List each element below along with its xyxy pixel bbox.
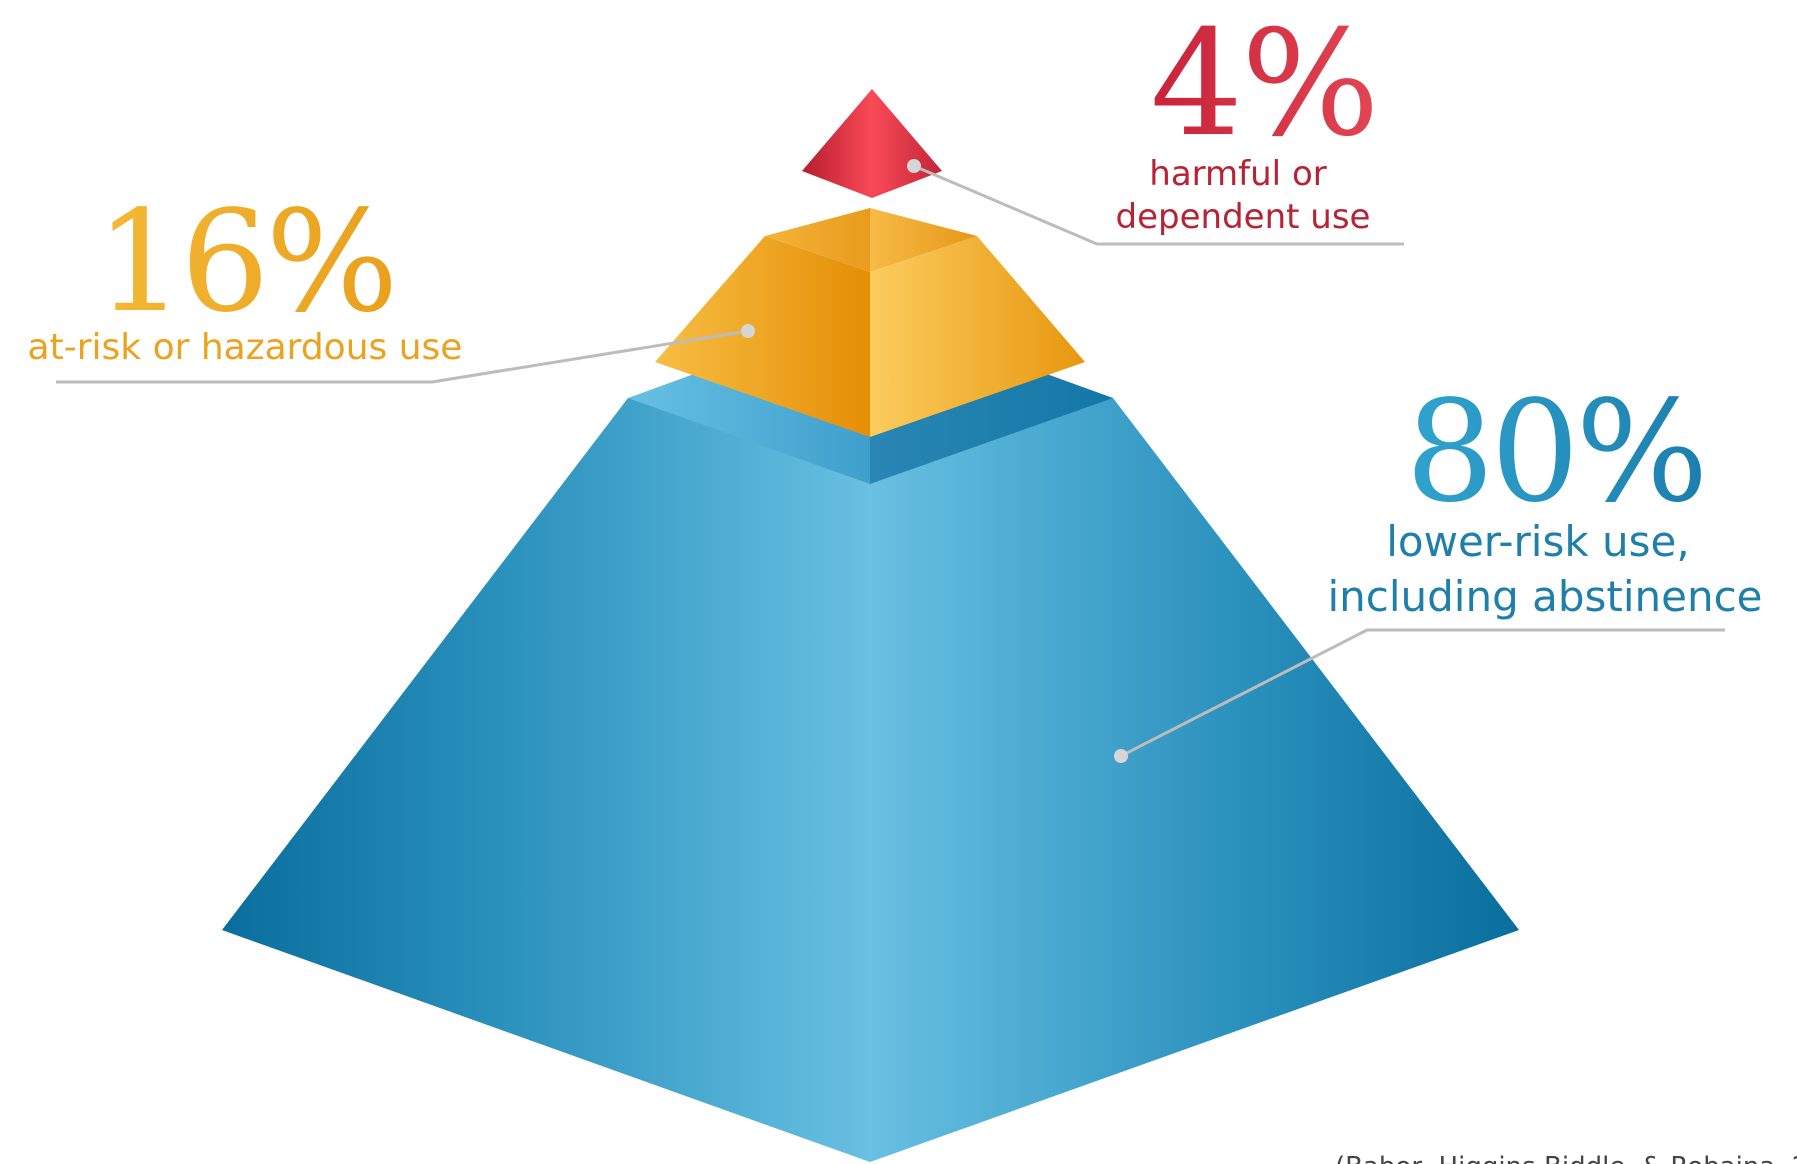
lower-risk-label-line1: lower-risk use, bbox=[1386, 517, 1689, 566]
tier-lower-risk bbox=[222, 310, 1519, 1162]
leader-line-hazardous bbox=[56, 329, 749, 384]
tier-hazardous bbox=[655, 208, 1085, 437]
harmful-label-line2: dependent use bbox=[1116, 197, 1371, 237]
harmful-percent: 4% bbox=[1150, 0, 1378, 169]
tier-harmful bbox=[802, 89, 942, 198]
source-citation: (Babor, Higgins-Biddle, & Robaina, 2016) bbox=[1335, 1152, 1797, 1164]
leader-dot-lower-risk bbox=[1114, 749, 1128, 763]
hazardous-percent: 16% bbox=[95, 181, 394, 344]
leader-lower-risk bbox=[1114, 628, 1725, 763]
leader-harmful bbox=[907, 159, 1404, 246]
leader-hazardous bbox=[56, 324, 755, 384]
leader-line-lower-risk bbox=[1120, 628, 1725, 758]
lower-risk-percent: 80% bbox=[1405, 371, 1704, 534]
tier-lower-risk-front-face bbox=[222, 398, 1519, 1162]
tier-hazardous-right-face bbox=[870, 236, 1085, 437]
tier-hazardous-top-left bbox=[765, 208, 870, 272]
tier-harmful-face bbox=[802, 89, 942, 198]
tier-hazardous-top-right bbox=[870, 208, 977, 272]
hazardous-label-line1: at-risk or hazardous use bbox=[28, 327, 463, 368]
harmful-label-line1: harmful or bbox=[1149, 154, 1326, 194]
lower-risk-label-line2: including abstinence bbox=[1327, 572, 1762, 621]
leader-line-harmful bbox=[913, 164, 1404, 246]
leader-dot-hazardous bbox=[741, 324, 755, 338]
leader-dot-harmful bbox=[907, 159, 921, 173]
tier-hazardous-left-face bbox=[655, 236, 870, 437]
